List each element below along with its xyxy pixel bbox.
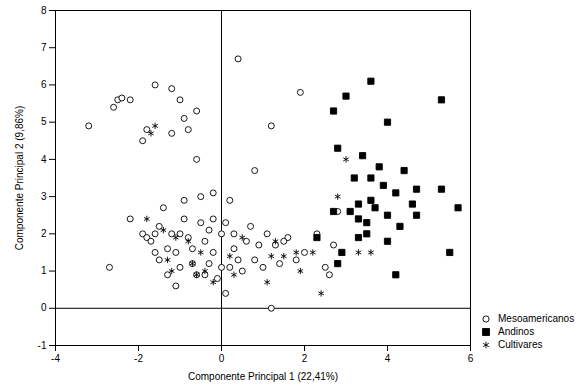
svg-text:4: 4 bbox=[385, 353, 391, 364]
html-text:Andinos: Andinos bbox=[498, 326, 535, 337]
html-text:Cultivares: Cultivares bbox=[498, 339, 543, 350]
svg-text:2: 2 bbox=[302, 353, 308, 364]
svg-text:0: 0 bbox=[41, 302, 47, 313]
svg-text:7: 7 bbox=[41, 42, 47, 53]
html-text:Mesoamericanos: Mesoamericanos bbox=[498, 313, 575, 324]
svg-text:Componente Principal 2 (9,86%): Componente Principal 2 (9,86%) bbox=[14, 106, 25, 251]
svg-text:-2: -2 bbox=[134, 353, 143, 364]
svg-text:0: 0 bbox=[219, 353, 225, 364]
svg-text:5: 5 bbox=[41, 116, 47, 127]
svg-text:-1: -1 bbox=[38, 340, 47, 351]
svg-text:8: 8 bbox=[41, 5, 47, 16]
svg-text:6: 6 bbox=[41, 79, 47, 90]
svg-text:4: 4 bbox=[41, 154, 47, 165]
svg-text:6: 6 bbox=[468, 353, 474, 364]
svg-text:3: 3 bbox=[41, 191, 47, 202]
svg-text:1: 1 bbox=[41, 265, 47, 276]
svg-text:-4: -4 bbox=[51, 353, 60, 364]
svg-text:2: 2 bbox=[41, 228, 47, 239]
svg-text:Componente Principal 1 (22,41%: Componente Principal 1 (22,41%) bbox=[188, 371, 338, 382]
